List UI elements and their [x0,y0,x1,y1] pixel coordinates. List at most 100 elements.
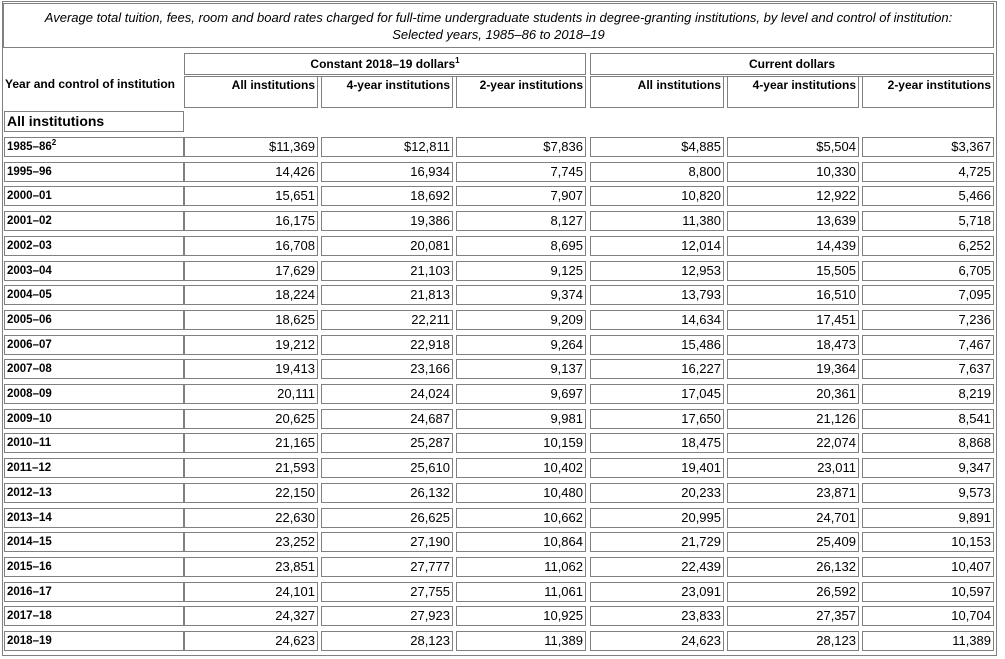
cell-current-4year: 15,505 [727,260,859,281]
cell-constant-all: 21,165 [184,433,318,454]
cell-current-all: 8,800 [590,161,724,182]
cell-constant-all: $11,369 [184,137,318,157]
cell-constant-4year: 27,923 [321,606,453,627]
table-row: 2011–12 21,593 25,610 10,402 19,401 23,011 9,3… [0,458,1005,483]
table-row: 2004–05 18,224 21,813 9,374 13,793 16,510 7,09… [0,285,1005,310]
row-year: 2009–10 [4,408,184,429]
cell-constant-2year: 11,062 [456,556,586,577]
row-year: 2017–18 [4,606,184,627]
cell-current-4year: 27,357 [727,606,859,627]
table-row: 2006–07 19,212 22,918 9,264 15,486 18,473 7,46… [0,334,1005,360]
cell-current-2year: 10,407 [862,556,994,577]
row-year: 2011–12 [4,458,184,479]
cell-current-4year: 14,439 [727,235,859,256]
row-year: 2005–06 [4,309,184,330]
cell-current-4year: 13,639 [727,211,859,232]
cell-constant-2year: 8,127 [456,211,586,232]
table-row: 2010–11 21,165 25,287 10,159 18,475 22,074 8,8… [0,433,1005,458]
cell-constant-all: 24,623 [184,631,318,651]
cell-current-2year: 6,705 [862,260,994,281]
table-row: 2016–17 24,101 27,755 11,061 23,091 26,592 10,… [0,581,1005,607]
current-dollars-label: Current dollars [748,57,835,71]
row-year: 2014–15 [4,532,184,553]
row-year: 2002–03 [4,235,184,256]
cell-constant-2year: 7,745 [456,161,586,182]
col-header-current-2year: 2-year institutions [862,77,994,108]
cell-current-all: 24,623 [590,631,724,651]
constant-dollars-label: Constant 2018–19 dollars [310,57,456,71]
row-year-label: 2007–08 [7,363,52,376]
row-year: 2003–04 [4,260,184,281]
table-caption: Average total tuition, fees, room and bo… [3,3,994,48]
cell-current-4year: 23,871 [727,482,859,503]
cell-current-4year: 21,126 [727,408,859,429]
cell-constant-2year: 8,695 [456,235,586,256]
cell-current-4year: 18,473 [727,334,859,355]
cell-current-all: 22,439 [590,556,724,577]
row-year-label: 2013–14 [7,511,52,524]
cell-current-all: $4,885 [590,137,724,157]
cell-constant-all: 16,708 [184,235,318,256]
table-row: 2005–06 18,625 22,211 9,209 14,634 17,451 7,23… [0,309,1005,335]
table-row: 2003–04 17,629 21,103 9,125 12,953 15,505 6,70… [0,260,1005,286]
cell-current-4year: 17,451 [727,309,859,330]
cell-current-2year: 4,725 [862,161,994,182]
row-year-label: 2016–17 [7,585,52,598]
cell-current-all: 13,793 [590,285,724,306]
cell-current-4year: 25,409 [727,532,859,553]
cell-current-4year: 26,132 [727,556,859,577]
table-row: 2012–13 22,150 26,132 10,480 20,233 23,871 9,5… [0,482,1005,508]
cell-current-2year: 7,637 [862,359,994,380]
cell-constant-4year: 26,132 [321,482,453,503]
cell-current-4year: 28,123 [727,631,859,651]
cell-current-4year: 10,330 [727,161,859,182]
row-year-label: 2006–07 [7,338,52,351]
cell-constant-4year: 26,625 [321,507,453,528]
col-header-current-all: All institutions [590,77,724,108]
cell-current-all: 11,380 [590,211,724,232]
table-row: 2014–15 23,252 27,190 10,864 21,729 25,409 10,… [0,532,1005,557]
cell-constant-4year: 22,211 [321,309,453,330]
row-year-label: 1985–86 [7,141,52,153]
table-row: 2002–03 16,708 20,081 8,695 12,014 14,439 6,25… [0,235,1005,261]
cell-current-all: 14,634 [590,309,724,330]
cell-current-2year: 5,466 [862,186,994,207]
cell-constant-2year: 9,264 [456,334,586,355]
cell-constant-4year: 18,692 [321,186,453,207]
cell-constant-2year: 9,137 [456,359,586,380]
table-row: 2018–19 24,623 28,123 11,389 24,623 28,123 11,… [0,631,1005,656]
cell-current-all: 18,475 [590,433,724,454]
header-rule-current [590,76,994,77]
row-year: 2004–05 [4,285,184,306]
row-year: 2016–17 [4,581,184,602]
cell-current-all: 12,953 [590,260,724,281]
cell-constant-4year: 23,166 [321,359,453,380]
cell-current-2year: 11,389 [862,631,994,651]
caption-text: Average total tuition, fees, room and bo… [44,9,953,42]
section-title: All institutions [4,111,184,132]
cell-constant-4year: 20,081 [321,235,453,256]
cell-current-4year: 22,074 [727,433,859,454]
row-year-label: 2010–11 [7,437,52,450]
cell-constant-all: 14,426 [184,161,318,182]
cell-current-4year: 24,701 [727,507,859,528]
cell-current-2year: 9,891 [862,507,994,528]
table-row: 2001–02 16,175 19,386 8,127 11,380 13,639 5,71… [0,211,1005,236]
cell-constant-2year: 10,925 [456,606,586,627]
table-row: 2009–10 20,625 24,687 9,981 17,650 21,126 8,54… [0,408,1005,434]
row-year: 2010–11 [4,433,184,454]
cell-constant-all: 22,630 [184,507,318,528]
cell-current-4year: 16,510 [727,285,859,306]
cell-constant-4year: 24,024 [321,384,453,404]
row-year-footnote: 2 [51,138,57,148]
row-year: 2013–14 [4,507,184,528]
cell-constant-all: 20,625 [184,408,318,429]
row-year: 2008–09 [4,384,184,404]
col-header-constant-all: All institutions [184,77,318,108]
cell-constant-all: 24,101 [184,581,318,602]
cell-current-4year: 20,361 [727,384,859,404]
row-year-label: 2008–09 [7,388,52,400]
cell-constant-all: 16,175 [184,211,318,232]
row-year-label: 2018–19 [7,635,52,647]
cell-current-4year: 12,922 [727,186,859,207]
